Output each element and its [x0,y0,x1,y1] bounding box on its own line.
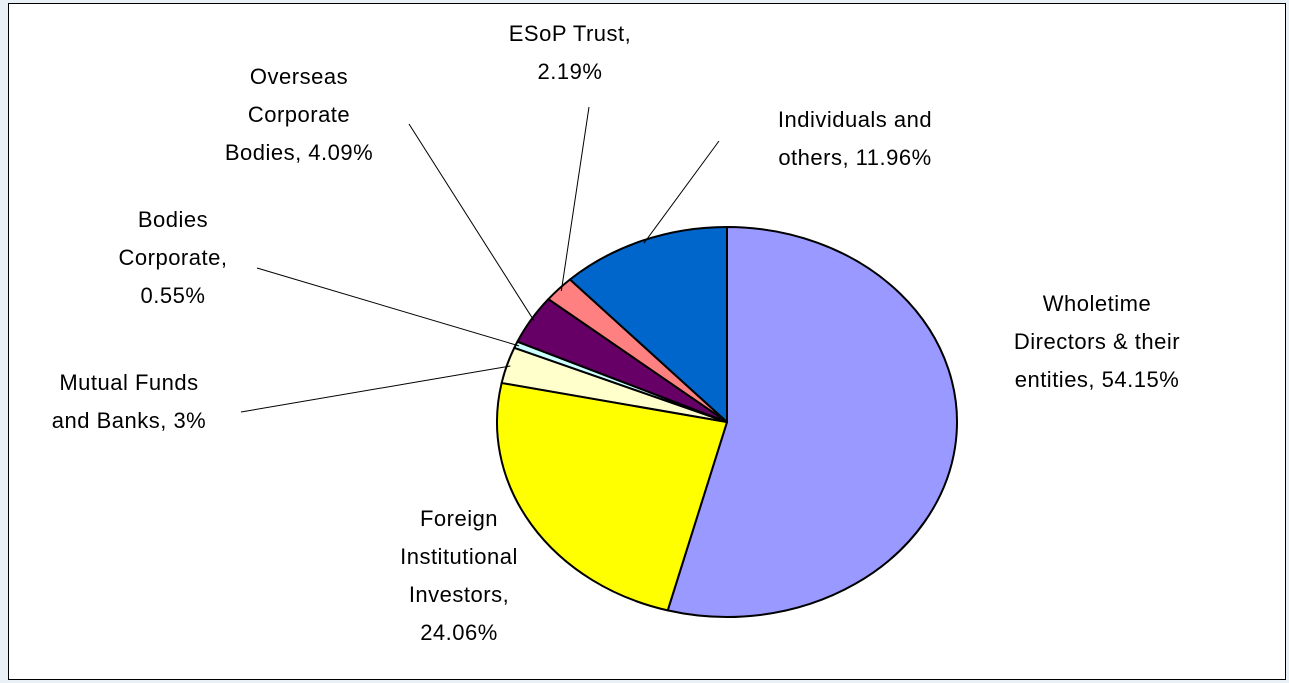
chart-frame: Wholetime Directors & their entities, 54.1… [8,3,1286,680]
leader-line [560,106,590,292]
slice-label-line: Corporate, [119,245,228,270]
leader-line [643,140,720,244]
slice-label-line: 2.19% [538,59,603,84]
pie-chart: Wholetime Directors & their entities, 54.1… [52,21,1180,645]
slice-label-line: and Banks, 3% [52,408,206,433]
slice-label-line: Institutional [400,544,518,569]
slice-label-line: 24.06% [420,620,498,645]
pie-slices [496,226,958,618]
slice-label-line: ESoP Trust, [509,21,631,46]
slice-label-line: Directors & their [1014,329,1180,354]
slice-label-line: Mutual Funds [59,370,198,395]
slice-label-line: Corporate [248,102,350,127]
slice-label: Mutual Funds and Banks, 3% [52,370,206,433]
slice-label: ESoP Trust, 2.19% [509,21,631,84]
leader-line [240,365,511,413]
slice-label-line: 0.55% [141,283,206,308]
slice-label: Foreign Institutional Investors, 24.06% [400,506,518,645]
slice-label-line: Overseas [250,64,348,89]
slice-label: Bodies Corporate, 0.55% [119,207,228,308]
slice-label: Wholetime Directors & their entities, 54.1… [1014,291,1180,392]
slice-label: Overseas Corporate Bodies, 4.09% [225,64,373,165]
slice-labels: Wholetime Directors & their entities, 54.1… [52,21,1180,645]
leader-lines [240,106,720,413]
slice-label-line: entities, 54.15% [1015,367,1180,392]
leader-line [408,123,535,322]
pie-slice [568,226,728,423]
leader-line [256,267,520,347]
slice-label-line: Bodies [138,207,208,232]
pie-slice [496,381,728,612]
slice-label-line: Individuals and [778,107,932,132]
slice-label-line: Wholetime [1043,291,1151,316]
slice-label-line: Foreign [420,506,498,531]
slice-label-line: Investors, [409,582,509,607]
slice-label: Individuals and others, 11.96% [778,107,932,170]
pie-slice [666,226,958,618]
slice-label-line: Bodies, 4.09% [225,140,373,165]
slice-label-line: others, 11.96% [778,145,931,170]
